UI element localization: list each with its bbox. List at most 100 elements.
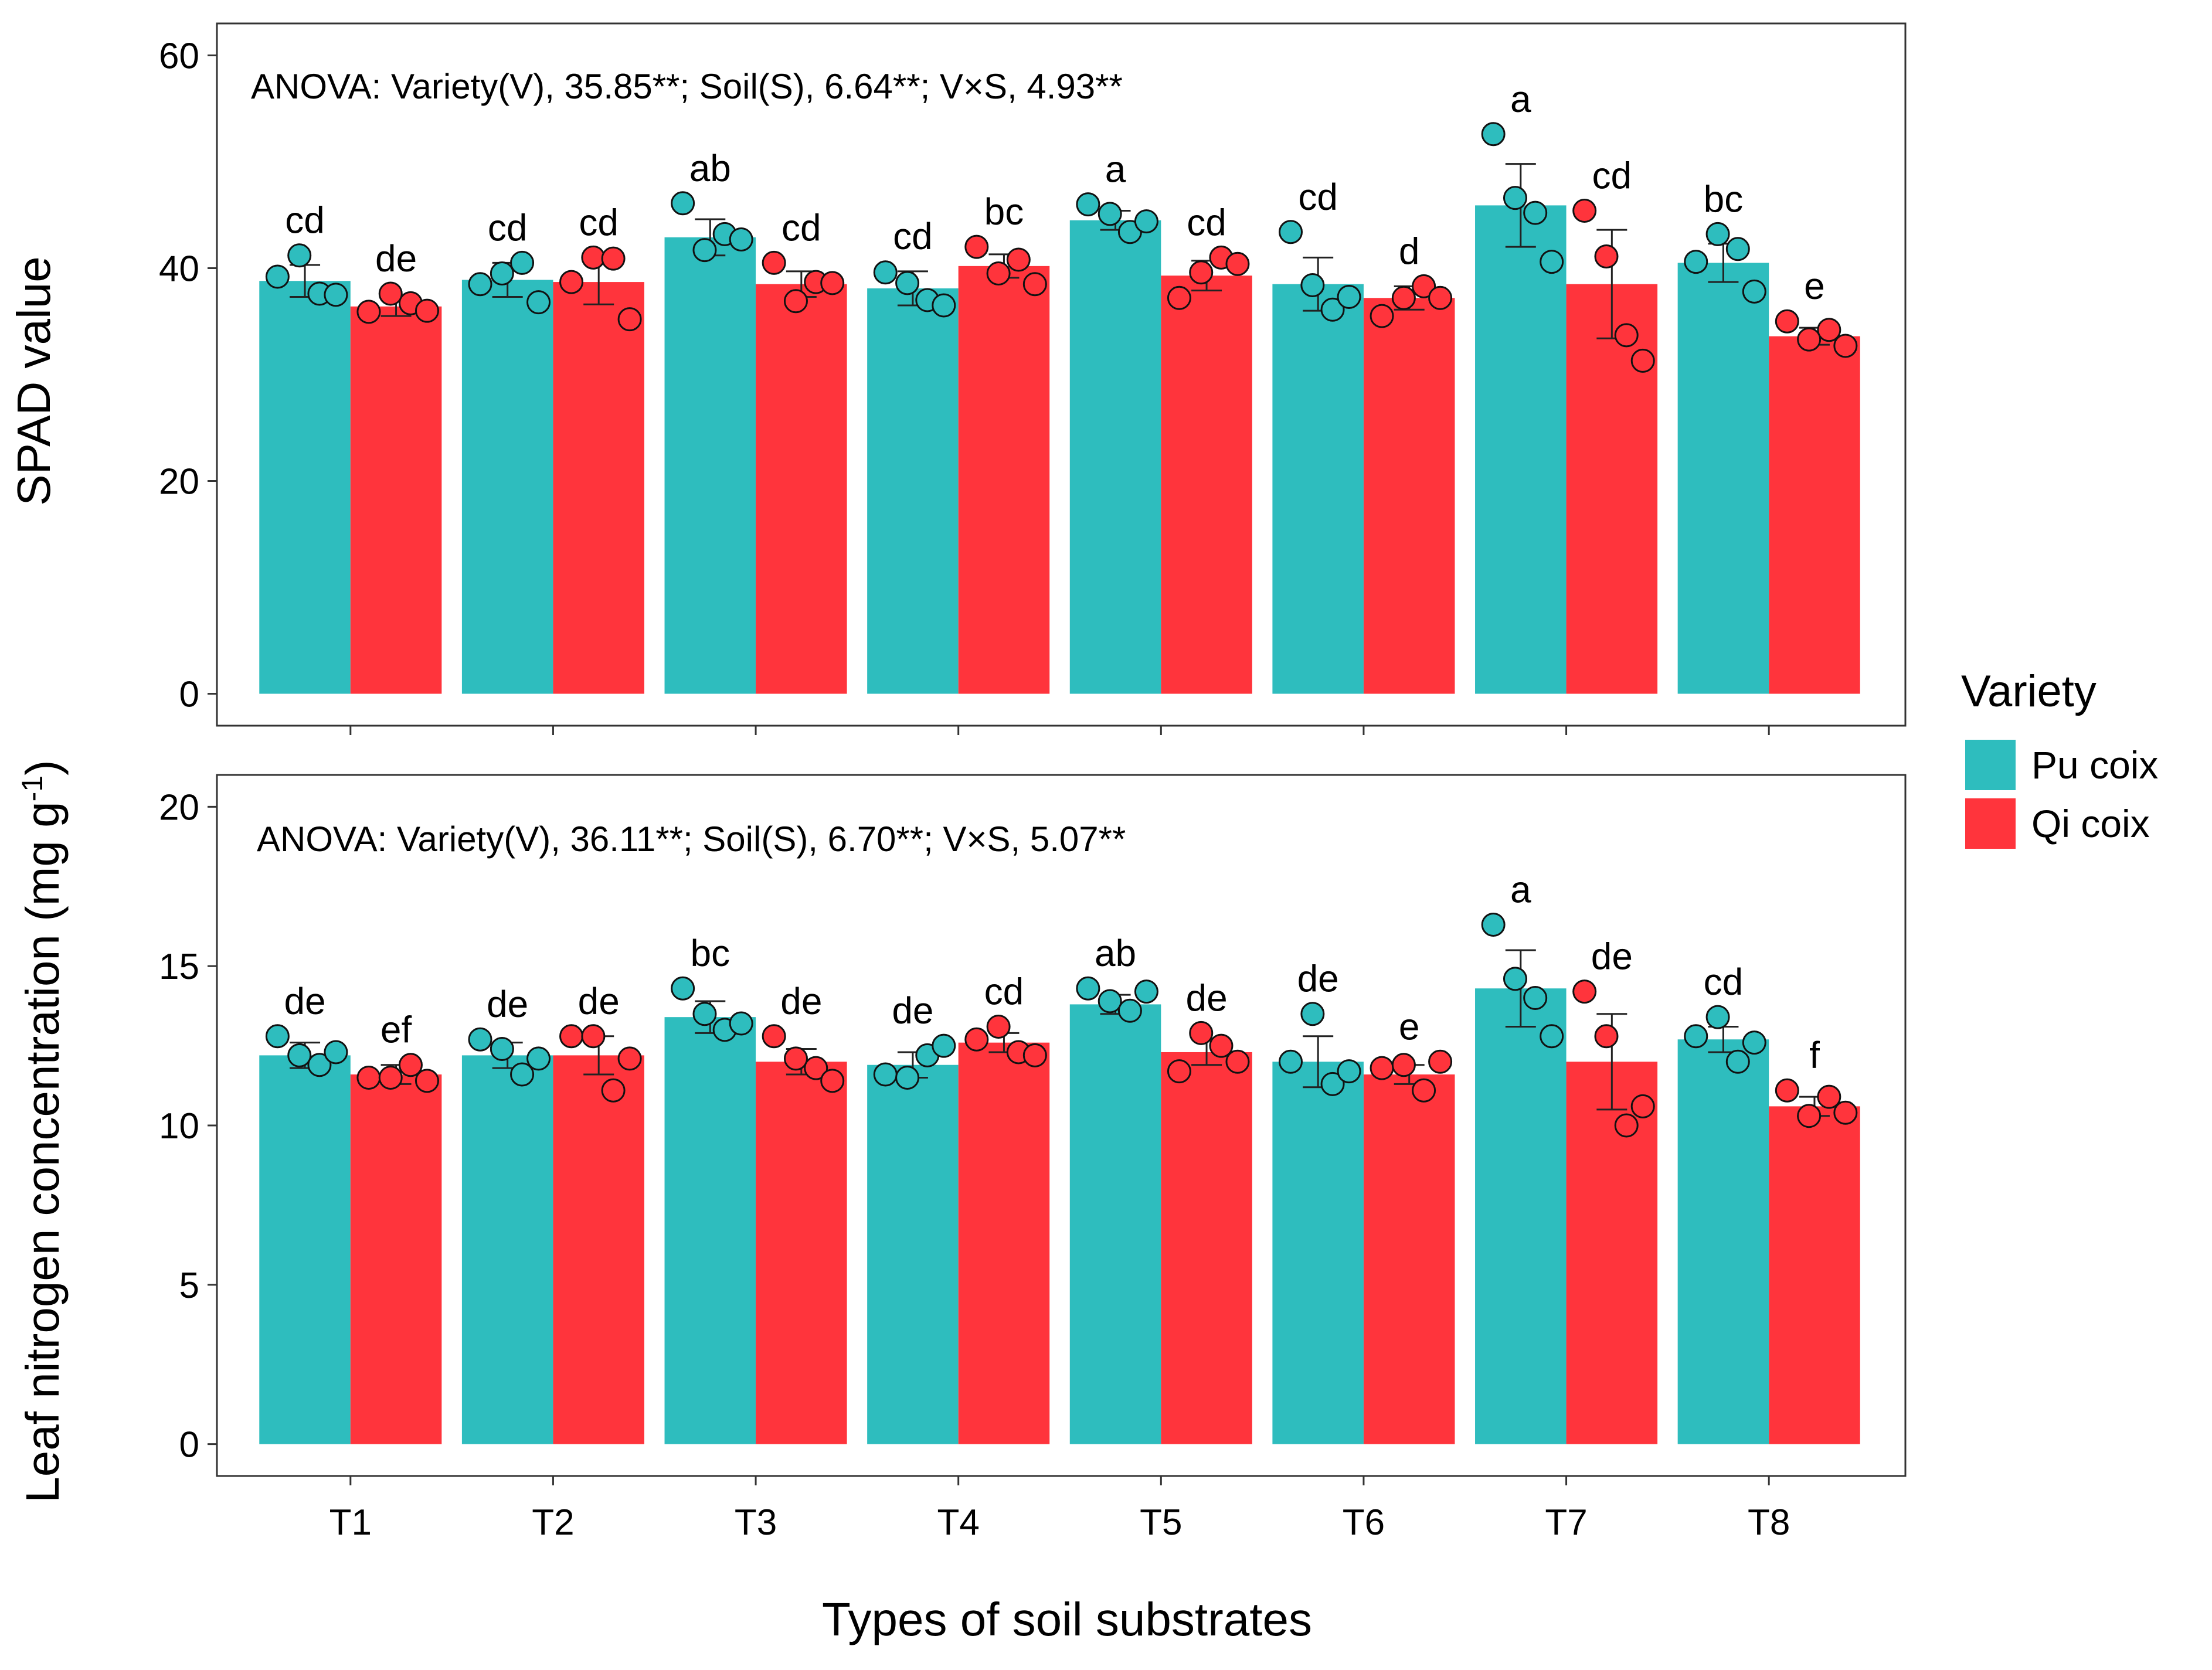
significance-letter: cd (1298, 176, 1338, 218)
x-tick-label: T2 (532, 1502, 574, 1543)
y-tick-label: 0 (179, 1425, 199, 1465)
bar (259, 1055, 351, 1444)
data-point (964, 1027, 989, 1052)
legend: Variety Pu coix Qi coix (1961, 666, 2158, 849)
data-point (581, 245, 606, 270)
significance-letter: a (1105, 148, 1126, 191)
data-point (1134, 209, 1158, 234)
significance-letter: de (487, 983, 528, 1025)
legend-swatch-qi-coix (1965, 798, 2016, 849)
significance-letter: cd (488, 206, 528, 249)
data-point (378, 281, 403, 306)
bar (1566, 284, 1658, 694)
bar (1566, 1062, 1658, 1444)
data-point (1076, 976, 1100, 1001)
bar (958, 266, 1050, 694)
data-point (1117, 998, 1142, 1023)
bar (664, 237, 756, 694)
data-point (1503, 186, 1527, 210)
data-point (1614, 1113, 1639, 1138)
data-point (1428, 1049, 1453, 1074)
data-point (1725, 237, 1750, 261)
data-point (1006, 247, 1031, 272)
bar (1677, 1039, 1769, 1444)
x-tick-label: T1 (329, 1502, 372, 1543)
data-point (559, 270, 584, 294)
data-point (1725, 1049, 1750, 1074)
significance-letter: ab (689, 147, 731, 189)
data-point (414, 298, 439, 323)
data-point (1503, 967, 1527, 991)
bar (553, 1055, 644, 1444)
significance-letter: cd (285, 199, 325, 242)
significance-letter: cd (579, 201, 619, 243)
data-point (1817, 318, 1841, 342)
bar (1475, 205, 1567, 694)
data-point (1022, 272, 1047, 297)
anova-annotation: ANOVA: Variety(V), 36.11**; Soil(S), 6.7… (257, 819, 1126, 859)
y-axis-title: Leaf nitrogen concentration (mg g-1) (16, 760, 69, 1502)
data-point (1134, 979, 1158, 1004)
significance-letter: bc (1704, 178, 1744, 220)
significance-letter: f (1809, 1034, 1820, 1076)
data-point (526, 1046, 551, 1071)
data-point (1412, 274, 1436, 298)
data-point (1630, 348, 1655, 373)
x-tick-label: T8 (1748, 1502, 1790, 1543)
data-point (1225, 1049, 1250, 1074)
data-point (287, 1043, 312, 1067)
significance-letter: de (780, 980, 822, 1022)
y-tick-label: 10 (159, 1106, 199, 1147)
bar (1363, 298, 1455, 694)
data-point (895, 271, 920, 295)
y-axis-title-end: ) (16, 760, 69, 776)
data-point (692, 1002, 717, 1026)
data-point (490, 1037, 514, 1062)
y-tick-label: 15 (159, 947, 199, 987)
data-point (1594, 244, 1619, 269)
legend-title: Variety (1961, 666, 2097, 716)
significance-letter: d (1399, 230, 1420, 272)
data-point (1189, 1021, 1214, 1045)
data-point (1775, 1078, 1799, 1103)
data-point (265, 1024, 290, 1049)
data-point (986, 1014, 1011, 1039)
legend-label-pu-coix: Pu coix (2031, 743, 2158, 787)
data-point (1391, 285, 1416, 310)
significance-letter: cd (1187, 201, 1226, 243)
data-point (617, 1046, 642, 1071)
bar (1363, 1074, 1455, 1444)
significance-letter: e (1804, 265, 1825, 307)
data-point (1523, 200, 1548, 225)
significance-letter: de (284, 980, 325, 1022)
y-axis-title-superscript: -1 (16, 776, 49, 801)
x-tick-label: T3 (735, 1502, 777, 1543)
x-tick-label: T4 (937, 1502, 980, 1543)
data-point (1391, 1053, 1416, 1077)
data-point (820, 1069, 845, 1093)
data-point (307, 1053, 332, 1077)
legend-swatch-pu-coix (1965, 740, 2016, 790)
data-point (1209, 1033, 1234, 1058)
spad-panel: 0 20 40 60 cd cd ab cd a cd a bc de cd cd bc cd d cd e ANOVA… (8, 22, 1907, 735)
data-point (1797, 1104, 1822, 1128)
data-point (1225, 251, 1250, 276)
data-point (526, 290, 551, 315)
bar (1161, 1052, 1252, 1444)
data-point (1797, 327, 1822, 352)
significance-letter: de (1591, 936, 1633, 978)
data-point (964, 234, 989, 259)
data-point (1320, 1072, 1345, 1096)
bar (958, 1042, 1050, 1444)
significance-letter: e (1399, 1005, 1420, 1047)
data-point (873, 1062, 898, 1087)
significance-letter: bc (691, 932, 730, 974)
y-tick-label: 20 (159, 462, 199, 502)
data-point (559, 1024, 584, 1049)
data-point (1481, 122, 1506, 147)
data-point (1320, 297, 1345, 322)
data-point (1630, 1094, 1655, 1118)
bar (1769, 336, 1860, 694)
significance-letter: cd (781, 206, 821, 249)
